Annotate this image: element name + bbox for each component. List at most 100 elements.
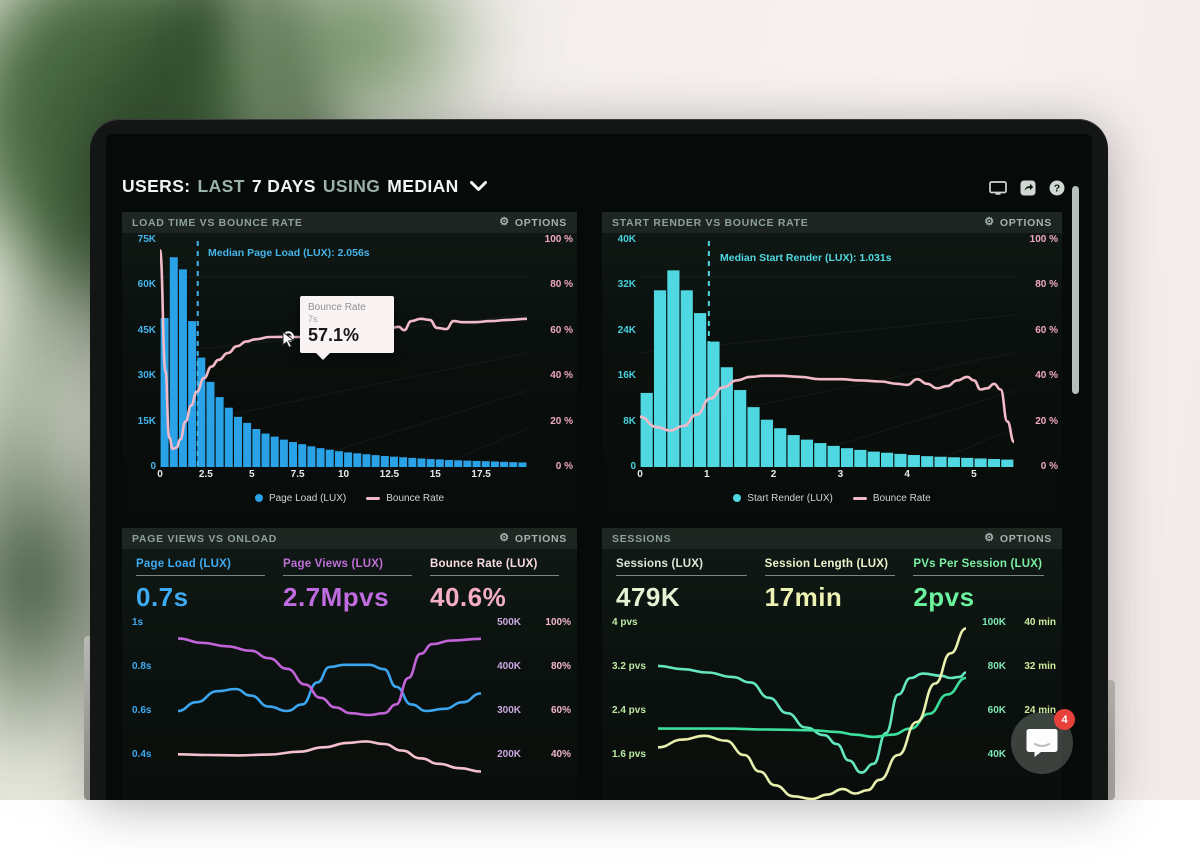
page-title-part: USERS: [122,176,191,197]
metric: Session Length (LUX) 17min [765,558,914,613]
axis-tick: 30K [122,370,156,381]
panel-page-views-vs-onload: PAGE VIEWS VS ONLOAD ⚙OPTIONS Page Load … [122,528,577,800]
legend-label: Start Render (LUX) [747,493,833,504]
date-range-dropdown[interactable] [470,181,487,192]
metric: PVs Per Session (LUX)2pvs [913,558,1062,613]
metric-value: 40.6% [430,582,561,613]
axis-tick: 45K [122,325,156,336]
legend-item[interactable]: Bounce Rate [853,493,931,504]
x-axis-tick: 0 [637,469,643,480]
metrics-row: Sessions (LUX) 479K Session Length (LUX) 17… [602,549,1062,613]
page-title-part: MEDIAN [387,176,458,197]
legend-label: Page Load (LUX) [269,493,346,504]
axis-tick: 20 % [1012,416,1058,427]
legend-item[interactable]: Start Render (LUX) [733,493,833,504]
plot-area: Median Page Load (LUX): 2.056s Bounce Ra… [160,239,527,467]
display-icon[interactable] [989,181,1007,196]
x-axis-tick: 5 [249,469,255,480]
axis-tick: 0 % [1012,461,1058,472]
gear-icon: ⚙ [499,217,510,228]
x-axis-tick: 0 [157,469,163,480]
panel-title: START RENDER VS BOUNCE RATE [612,217,808,229]
dot-swatch [733,494,741,502]
line-chart [178,617,481,800]
chart-legend: Page Load (LUX) Bounce Rate [122,487,577,509]
axis-tick: 100 % [1012,234,1058,245]
metric: Page Load (LUX)0.7s [136,558,283,613]
legend-item[interactable]: Bounce Rate [366,493,444,504]
metric: Page Views (LUX) 2.7Mpvs [283,558,430,613]
axis-tick: 1.6 pvs [612,749,646,760]
metric-underline [765,575,896,576]
options-button[interactable]: ⚙OPTIONS [499,533,567,545]
line-swatch [853,497,867,500]
metric-label: Session Length (LUX) [765,558,898,570]
page-title-part: 7 DAYS [252,176,316,197]
chevron-down-icon [470,181,487,192]
axis-tick: 0.4s [132,749,151,760]
notification-badge: 4 [1054,709,1075,730]
options-button[interactable]: ⚙OPTIONS [984,217,1052,229]
x-axis-tick: 12.5 [380,469,399,480]
panel-header: START RENDER VS BOUNCE RATE ⚙OPTIONS [602,212,1062,233]
axis-tick: 0 % [527,461,573,472]
axis-tick: 2.4 pvs [612,705,646,716]
panel-header: SESSIONS ⚙OPTIONS [602,528,1062,549]
legend-item[interactable]: Page Load (LUX) [255,493,346,504]
metric-underline [430,575,559,576]
metric-value: 0.7s [136,582,267,613]
page-title-part: USING [323,176,380,197]
share-icon[interactable] [1020,180,1036,196]
axis-tick: 0 [122,461,156,472]
legend-label: Bounce Rate [873,493,931,504]
histogram-chart [640,239,1014,467]
plot-area: Median Start Render (LUX): 1.031s [640,239,1014,467]
panel-header: PAGE VIEWS VS ONLOAD ⚙OPTIONS [122,528,577,549]
x-axis-tick: 15 [430,469,441,480]
scrollbar-thumb[interactable] [1072,186,1079,394]
chat-launcher-button[interactable]: 4 [1011,712,1073,774]
metric-label: Page Views (LUX) [283,558,414,570]
metric-label: Bounce Rate (LUX) [430,558,561,570]
help-icon[interactable]: ? [1049,180,1065,196]
y-axis-right: 100 %80 %60 %40 %20 %0 % [527,234,577,472]
metric: Sessions (LUX) 479K [616,558,765,613]
metric-value: 2.7Mpvs [283,582,414,613]
plot-area [178,617,481,800]
chart-legend: Start Render (LUX) Bounce Rate [602,487,1062,509]
metric-value: 17min [765,582,898,613]
y-axis-right: 100 %80 %60 %40 %20 %0 % [1012,234,1062,472]
options-button[interactable]: ⚙OPTIONS [984,533,1052,545]
tooltip-value: 57.1% [308,325,386,346]
axis-tick: 1s [132,617,143,628]
metric-value: 479K [616,582,749,613]
options-button[interactable]: ⚙OPTIONS [499,217,567,229]
x-axis-tick: 1 [704,469,710,480]
axis-tick: 8K [602,416,636,427]
axis-tick: 40K [602,234,636,245]
metric-label: Sessions (LUX) [616,558,749,570]
chat-bubble-icon [1026,728,1058,758]
x-axis-tick: 17.5 [471,469,490,480]
gear-icon: ⚙ [499,533,510,544]
